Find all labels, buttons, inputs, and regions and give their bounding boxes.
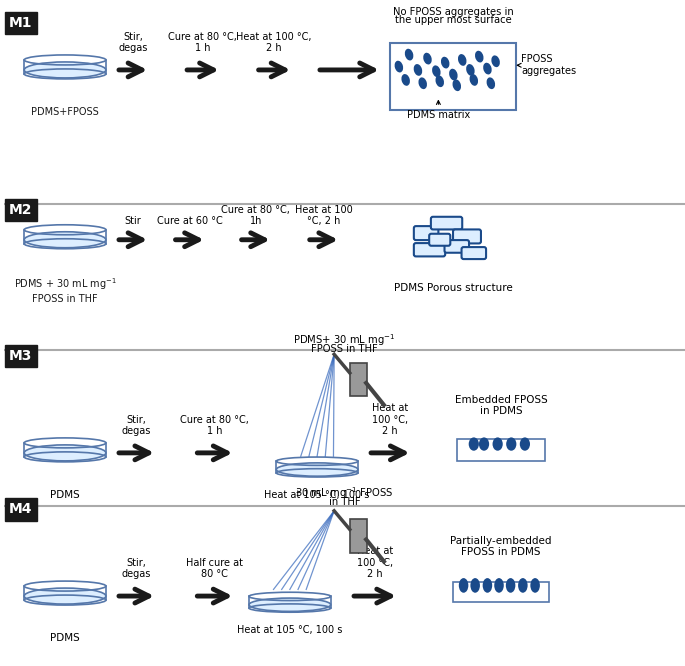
Text: Stir: Stir [125,216,142,226]
Ellipse shape [506,578,515,593]
FancyBboxPatch shape [445,240,469,252]
Text: FPOSS
aggregates: FPOSS aggregates [517,55,577,76]
FancyBboxPatch shape [462,247,486,259]
Text: Stir,
degas: Stir, degas [119,32,148,53]
Text: PDMS: PDMS [50,633,80,643]
Ellipse shape [483,63,492,75]
Text: Heat at 100
°C, 2 h: Heat at 100 °C, 2 h [295,205,353,226]
Ellipse shape [520,438,530,451]
Text: M3: M3 [9,349,32,364]
Ellipse shape [419,77,427,89]
Text: Half cure at
80 °C: Half cure at 80 °C [186,558,243,579]
Text: Cure at 60 °C: Cure at 60 °C [157,216,223,226]
Ellipse shape [432,65,440,77]
Text: PDMS+FPOSS: PDMS+FPOSS [31,107,99,117]
Text: M1: M1 [9,16,32,31]
Ellipse shape [405,49,413,61]
Ellipse shape [276,463,358,476]
Text: Cure at 80 °C,
1 h: Cure at 80 °C, 1 h [180,415,249,436]
Ellipse shape [436,75,444,87]
Bar [390,43,516,110]
Text: Heat at 105 °C, 100 s: Heat at 105 °C, 100 s [237,625,342,635]
Text: the upper most surface: the upper most surface [395,15,512,25]
Ellipse shape [441,57,449,69]
Text: Heat at 100 °C,
2 h: Heat at 100 °C, 2 h [236,32,312,53]
Text: M2: M2 [9,202,32,217]
Ellipse shape [423,53,432,65]
Text: FPOSS in THF: FPOSS in THF [311,344,377,354]
Ellipse shape [395,61,403,73]
Ellipse shape [475,51,484,63]
FancyBboxPatch shape [414,226,438,240]
Ellipse shape [459,578,469,593]
Ellipse shape [469,438,479,451]
Ellipse shape [414,64,422,76]
Bar [457,439,545,461]
Bar [350,363,367,396]
Ellipse shape [493,438,503,451]
Ellipse shape [449,69,458,81]
Ellipse shape [495,578,503,593]
Ellipse shape [458,54,466,66]
FancyBboxPatch shape [429,234,450,246]
FancyBboxPatch shape [414,243,445,256]
Text: 30 mL mg$^{-1}$ FPOSS: 30 mL mg$^{-1}$ FPOSS [295,485,393,501]
Text: PDMS: PDMS [50,490,80,500]
Ellipse shape [249,598,331,611]
Text: PDMS+ 30 mL mg$^{-1}$: PDMS+ 30 mL mg$^{-1}$ [293,332,396,348]
Ellipse shape [471,578,480,593]
Text: Cure at 80 °C,
1h: Cure at 80 °C, 1h [221,205,290,226]
Ellipse shape [24,232,106,248]
Text: in THF: in THF [329,498,360,507]
Text: No FPOSS aggregates in: No FPOSS aggregates in [393,7,514,17]
Ellipse shape [518,578,527,593]
Text: Heat at 105 °C, 100 s: Heat at 105 °C, 100 s [264,490,370,500]
Ellipse shape [24,588,106,604]
Ellipse shape [24,445,106,461]
Text: PDMS matrix: PDMS matrix [407,101,470,120]
Ellipse shape [486,77,495,89]
Ellipse shape [24,62,106,78]
Bar [350,519,367,553]
Ellipse shape [491,55,500,67]
Text: Heat at
100 °C,
2 h: Heat at 100 °C, 2 h [357,546,393,579]
Ellipse shape [483,578,493,593]
Text: Cure at 80 °C,
1 h: Cure at 80 °C, 1 h [169,32,237,53]
Ellipse shape [479,438,489,451]
Text: PDMS Porous structure: PDMS Porous structure [394,283,513,293]
Text: PDMS + 30 mL mg$^{-1}$
FPOSS in THF: PDMS + 30 mL mg$^{-1}$ FPOSS in THF [14,276,116,304]
FancyBboxPatch shape [431,216,462,229]
FancyBboxPatch shape [453,229,481,243]
Text: Heat at
100 °C,
2 h: Heat at 100 °C, 2 h [372,403,408,436]
Text: Stir,
degas: Stir, degas [122,558,151,579]
Text: Embedded FPOSS
in PDMS: Embedded FPOSS in PDMS [455,395,547,416]
Ellipse shape [453,79,461,91]
Text: M4: M4 [9,502,32,517]
Text: Partially-embedded
FPOSS in PDMS: Partially-embedded FPOSS in PDMS [450,536,552,557]
Bar [453,582,549,602]
Text: Stir,
degas: Stir, degas [122,415,151,436]
Ellipse shape [469,74,478,86]
Ellipse shape [506,438,516,451]
Ellipse shape [530,578,540,593]
Ellipse shape [401,74,410,86]
Ellipse shape [466,64,475,76]
